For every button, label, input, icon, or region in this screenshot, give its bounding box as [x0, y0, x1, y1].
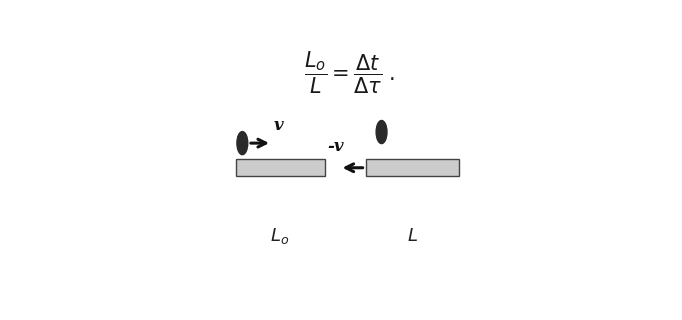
- Text: $L_o$: $L_o$: [269, 226, 289, 245]
- Text: -v: -v: [328, 138, 344, 155]
- Text: v: v: [273, 117, 283, 134]
- Ellipse shape: [376, 120, 387, 144]
- Text: $L$: $L$: [407, 227, 418, 244]
- Bar: [236, 159, 325, 176]
- Ellipse shape: [237, 132, 248, 155]
- Text: $\dfrac{L_o}{L} = \dfrac{\Delta t}{\Delta \tau}\;.$: $\dfrac{L_o}{L} = \dfrac{\Delta t}{\Delt…: [304, 50, 395, 96]
- Bar: [366, 159, 459, 176]
